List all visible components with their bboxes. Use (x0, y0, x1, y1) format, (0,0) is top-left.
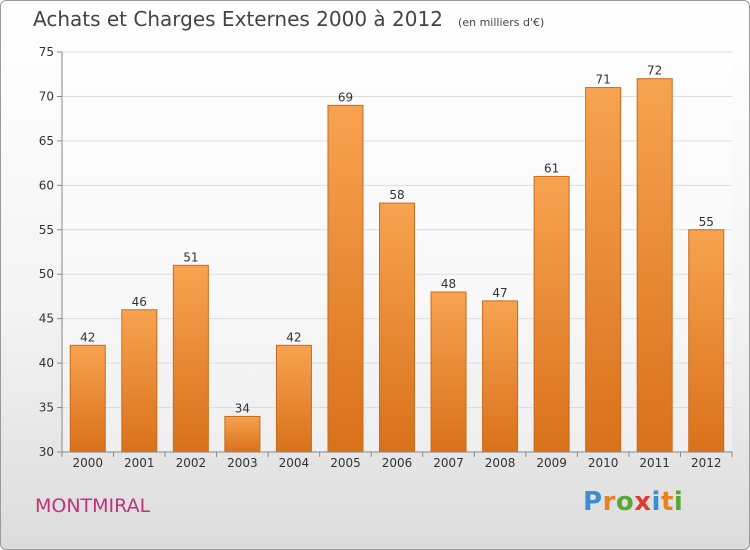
bar (172, 264, 209, 453)
x-tick-label: 2009 (536, 456, 567, 470)
logo-letter: t (660, 487, 674, 517)
x-tick-label: 2004 (279, 456, 310, 470)
x-tick-label: 2005 (330, 456, 361, 470)
data-label: 34 (235, 401, 250, 415)
y-tick-label: 50 (39, 267, 54, 281)
y-tick-label: 35 (39, 401, 54, 415)
logo-letter: P (583, 487, 603, 517)
y-tick-label: 75 (39, 45, 54, 59)
data-label: 47 (492, 286, 507, 300)
data-label: 71 (596, 73, 611, 87)
bar (69, 344, 106, 453)
chart-title-area: Achats et Charges Externes 2000 à 2012 (… (33, 7, 544, 31)
x-tick-label: 2007 (433, 456, 464, 470)
y-tick-label: 65 (39, 134, 54, 148)
x-tick-label: 2008 (485, 456, 516, 470)
data-label: 61 (544, 161, 559, 175)
x-tick-label: 2000 (72, 456, 103, 470)
data-label: 42 (286, 330, 301, 344)
bar (430, 291, 467, 453)
bar (224, 415, 261, 453)
bar (379, 202, 415, 453)
bars: 42 46 51 34 42 69 58 48 47 61 71 72 55 (69, 64, 725, 453)
x-tick-label: 2012 (691, 456, 722, 470)
x-tick-label: 2010 (588, 456, 619, 470)
chart-unit: (en milliers d'€) (458, 16, 545, 29)
y-tick-label: 70 (39, 89, 54, 103)
y-tick-label: 40 (39, 356, 54, 370)
bar (121, 309, 158, 453)
x-tick-label: 2003 (227, 456, 258, 470)
y-tick-label: 60 (39, 178, 54, 192)
chart-title: Achats et Charges Externes 2000 à 2012 (33, 7, 443, 31)
y-tick-label: 45 (39, 312, 54, 326)
bar (327, 104, 364, 453)
axes: 30 35 40 45 50 55 60 65 70 75 2000 2001 2002 2003 2004… (39, 45, 733, 470)
data-label: 72 (647, 64, 662, 78)
logo-letter: i (651, 487, 661, 517)
logo-letter: x (634, 487, 652, 517)
data-label: 46 (132, 295, 147, 309)
bar (275, 344, 312, 453)
bar (533, 175, 570, 453)
commune-name: MONTMIRAL (35, 495, 151, 517)
data-label: 55 (699, 215, 714, 229)
x-tick-label: 2001 (124, 456, 155, 470)
logo-letter: r (602, 487, 616, 517)
proxiti-logo: Proxiti (583, 487, 683, 517)
x-tick-label: 2002 (176, 456, 207, 470)
logo-letter: i (673, 487, 684, 517)
bar (482, 300, 519, 453)
bar (688, 229, 725, 453)
x-tick-label: 2006 (382, 456, 413, 470)
data-label: 69 (338, 90, 353, 104)
data-label: 51 (183, 250, 198, 264)
y-tick-label: 55 (39, 223, 54, 237)
x-tick-label: 2011 (639, 456, 670, 470)
y-tick-label: 30 (39, 445, 54, 459)
data-label: 58 (389, 188, 404, 202)
data-label: 48 (441, 277, 456, 291)
bar (585, 87, 622, 453)
bar (636, 78, 673, 453)
logo-letter: o (615, 487, 635, 517)
data-label: 42 (80, 330, 95, 344)
